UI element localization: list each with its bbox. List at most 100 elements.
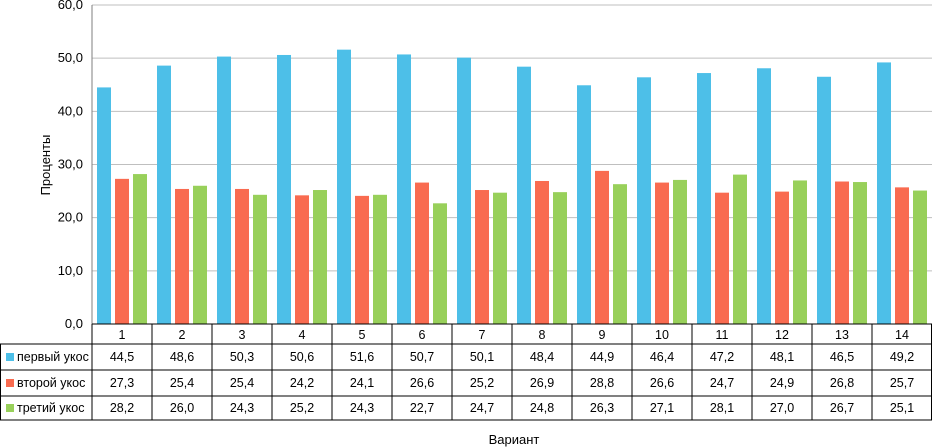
data-label: 44,9 [590, 350, 614, 364]
data-label: 26,9 [530, 376, 554, 390]
bar-series-1-cat-2 [157, 65, 171, 325]
bar-series-2-cat-11 [715, 192, 729, 324]
bar-series-1-cat-6 [397, 54, 411, 324]
bar-series-2-cat-1 [115, 178, 129, 324]
x-tick-label: 13 [835, 328, 849, 342]
y-axis-title: Проценты [38, 135, 53, 196]
bar-series-3-cat-2 [193, 185, 207, 324]
bar-series-2-cat-10 [655, 182, 669, 324]
bar-series-3-cat-12 [793, 180, 807, 324]
data-label: 25,2 [290, 401, 314, 415]
data-label: 24,9 [770, 376, 794, 390]
x-tick-label: 5 [359, 328, 366, 342]
bar-series-1-cat-14 [877, 62, 891, 325]
legend-key-series-2 [6, 379, 14, 387]
data-label: 50,1 [470, 350, 494, 364]
bar-series-2-cat-4 [295, 195, 309, 324]
x-tick-label: 4 [299, 328, 306, 342]
bars [97, 49, 927, 325]
bar-series-3-cat-9 [613, 184, 627, 324]
legend-label-series-2: второй укос [17, 376, 85, 390]
data-label: 28,2 [110, 401, 134, 415]
y-tick-label: 0,0 [65, 316, 83, 331]
bar-series-3-cat-5 [373, 194, 387, 324]
data-label: 26,7 [830, 401, 854, 415]
y-axis: 0,0 10,0 20,0 30,0 40,0 50,0 60,0 [58, 0, 93, 331]
data-label: 49,2 [890, 350, 914, 364]
legend-key-series-3 [6, 404, 14, 412]
data-label: 46,5 [830, 350, 854, 364]
x-tick-label: 8 [539, 328, 546, 342]
bar-series-1-cat-4 [277, 54, 291, 325]
data-label: 24,7 [710, 376, 734, 390]
bar-series-2-cat-13 [835, 181, 849, 324]
x-tick-label: 6 [419, 328, 426, 342]
data-label: 24,3 [350, 401, 374, 415]
data-label: 50,3 [230, 350, 254, 364]
bar-series-1-cat-11 [697, 73, 711, 324]
data-label: 47,2 [710, 350, 734, 364]
bar-series-3-cat-11 [733, 174, 747, 324]
data-label: 27,1 [650, 401, 674, 415]
data-label: 25,1 [890, 401, 914, 415]
bar-series-2-cat-8 [535, 180, 549, 324]
bar-series-2-cat-14 [895, 187, 909, 324]
bar-series-1-cat-13 [817, 76, 831, 325]
x-tick-label: 7 [479, 328, 486, 342]
x-tick-label: 1 [119, 328, 126, 342]
bar-series-2-cat-7 [475, 190, 489, 324]
bar-series-2-cat-2 [175, 188, 189, 324]
bar-series-1-cat-12 [757, 68, 771, 324]
data-label: 26,6 [650, 376, 674, 390]
data-label: 44,5 [110, 350, 134, 364]
bar-series-1-cat-10 [637, 77, 651, 324]
data-label: 25,2 [470, 376, 494, 390]
y-tick-label: 50,0 [58, 50, 83, 65]
bar-series-1-cat-5 [337, 49, 351, 324]
data-label: 50,6 [290, 350, 314, 364]
legend-label-series-1: первый укос [17, 350, 89, 364]
bar-series-1-cat-3 [217, 56, 231, 325]
data-label: 26,8 [830, 376, 854, 390]
data-label: 48,1 [770, 350, 794, 364]
bar-series-3-cat-10 [673, 179, 687, 324]
bar-series-3-cat-3 [253, 194, 267, 324]
data-label: 24,7 [470, 401, 494, 415]
bar-series-3-cat-4 [313, 190, 327, 324]
data-label: 25,4 [170, 376, 194, 390]
data-label: 46,4 [650, 350, 674, 364]
bar-series-2-cat-12 [775, 191, 789, 324]
bar-series-3-cat-7 [493, 192, 507, 324]
y-tick-label: 30,0 [58, 157, 83, 172]
grid-lines [92, 4, 932, 272]
bar-series-1-cat-9 [577, 85, 591, 324]
y-tick-label: 40,0 [58, 103, 83, 118]
x-tick-label: 10 [655, 328, 669, 342]
x-axis-title: Вариант [489, 432, 540, 447]
y-tick-label: 20,0 [58, 210, 83, 225]
bar-series-2-cat-9 [595, 170, 609, 324]
bar-series-2-cat-6 [415, 182, 429, 324]
bar-series-2-cat-5 [355, 195, 369, 324]
y-tick-label: 60,0 [58, 0, 83, 12]
data-label: 26,6 [410, 376, 434, 390]
data-label: 48,4 [530, 350, 554, 364]
data-label: 24,1 [350, 376, 374, 390]
data-label: 24,8 [530, 401, 554, 415]
data-label: 28,1 [710, 401, 734, 415]
data-label: 26,3 [590, 401, 614, 415]
bar-series-1-cat-8 [517, 66, 531, 324]
x-tick-label: 9 [599, 328, 606, 342]
legend-label-series-3: третий укос [17, 401, 84, 415]
x-tick-label: 2 [179, 328, 186, 342]
bar-series-1-cat-1 [97, 87, 111, 325]
bar-series-3-cat-14 [913, 190, 927, 324]
data-label: 50,7 [410, 350, 434, 364]
data-label: 26,0 [170, 401, 194, 415]
data-label: 48,6 [170, 350, 194, 364]
data-label: 28,8 [590, 376, 614, 390]
bar-series-2-cat-3 [235, 188, 249, 324]
x-tick-label: 3 [239, 328, 246, 342]
